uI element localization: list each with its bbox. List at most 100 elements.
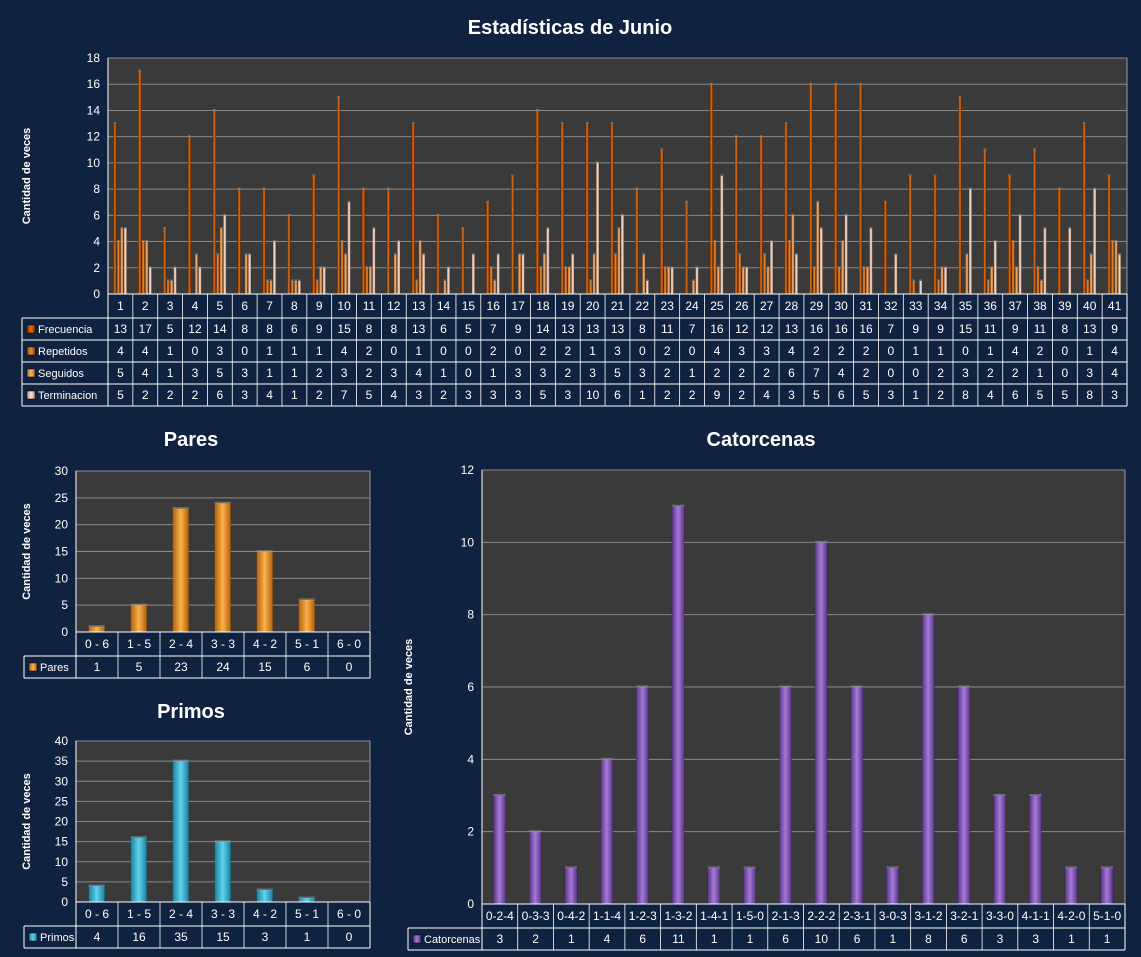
junio-bar-highlight xyxy=(116,240,120,243)
pares-bar-highlight xyxy=(214,501,231,504)
junio-data-label: 7 xyxy=(341,388,348,402)
junio-bar xyxy=(642,254,646,295)
junio-x-tick-label: 29 xyxy=(810,299,824,313)
junio-data-label: 1 xyxy=(912,344,919,358)
junio-bar-highlight xyxy=(617,226,621,229)
junio-data-label: 3 xyxy=(788,388,795,402)
pares-y-tick-label: 0 xyxy=(61,625,68,639)
junio-data-label: 13 xyxy=(114,322,128,336)
junio-data-label: 6 xyxy=(291,322,298,336)
junio-data-label: 1 xyxy=(291,344,298,358)
junio-bar xyxy=(194,254,199,295)
junio-data-label: 4 xyxy=(838,366,845,380)
junio-data-label: 2 xyxy=(664,366,671,380)
pares-y-tick-label: 5 xyxy=(61,598,68,612)
junio-data-label: 5 xyxy=(117,388,124,402)
junio-bar-highlight xyxy=(940,266,944,269)
junio-bar-highlight xyxy=(347,200,351,203)
junio-data-label: 2 xyxy=(738,388,745,402)
pares-title: Pares xyxy=(164,429,219,451)
junio-bar-highlight xyxy=(269,279,273,282)
junio-bar-highlight xyxy=(120,226,124,229)
junio-bar xyxy=(1092,188,1097,295)
catorcenas-data-label: 2 xyxy=(532,932,539,946)
pares-data-label: 24 xyxy=(216,660,230,674)
catorcenas-bar xyxy=(957,686,971,905)
junio-bar xyxy=(521,254,525,295)
junio-x-tick-label: 19 xyxy=(561,299,575,313)
junio-bar xyxy=(734,136,738,295)
junio-bar xyxy=(738,254,742,295)
junio-bar xyxy=(1110,241,1115,295)
junio-bar-highlight xyxy=(173,266,177,269)
catorcenas-data-label: 4 xyxy=(604,932,611,946)
junio-bar xyxy=(1089,254,1093,295)
junio-bar-highlight xyxy=(660,148,664,151)
pares-legend-entry: Pares xyxy=(40,662,69,674)
junio-data-label: 0 xyxy=(465,344,472,358)
catorcenas-bar xyxy=(636,686,649,905)
junio-data-label: 2 xyxy=(838,344,845,358)
junio-y-tick-label: 10 xyxy=(87,156,101,170)
junio-data-label: 5 xyxy=(614,366,621,380)
junio-data-label: 4 xyxy=(763,388,770,402)
catorcenas-bar-highlight xyxy=(993,794,1006,796)
junio-data-label: 0 xyxy=(440,344,447,358)
junio-data-label: 2 xyxy=(316,388,323,402)
junio-bar-highlight xyxy=(1011,240,1015,243)
junio-data-label: 4 xyxy=(117,344,124,358)
junio-bar-highlight xyxy=(741,266,745,269)
junio-bar-highlight xyxy=(560,122,564,125)
catorcenas-y-tick-label: 2 xyxy=(467,825,474,839)
junio-data-label: 6 xyxy=(216,388,223,402)
junio-bar xyxy=(223,215,227,295)
junio-data-label: 14 xyxy=(536,322,550,336)
junio-data-label: 5 xyxy=(540,388,547,402)
junio-bar-highlight xyxy=(340,240,344,243)
catorcenas-title: Catorcenas xyxy=(707,429,816,451)
primos-y-tick-label: 0 xyxy=(61,895,68,909)
catorcenas-x-tick-label: 2-2-2 xyxy=(807,909,835,923)
junio-bar xyxy=(272,241,277,295)
catorcenas-bar xyxy=(779,686,792,905)
junio-data-label: 8 xyxy=(1086,388,1093,402)
junio-bar-highlight xyxy=(521,253,525,256)
junio-data-label: 1 xyxy=(589,344,596,358)
junio-bar-highlight xyxy=(273,240,276,243)
junio-bar-highlight xyxy=(1114,240,1118,243)
junio-data-label: 2 xyxy=(1037,344,1044,358)
junio-bar xyxy=(585,123,589,295)
junio-x-tick-label: 28 xyxy=(785,299,799,313)
junio-bar xyxy=(1011,241,1015,295)
junio-legend-entry: Seguidos xyxy=(38,368,84,380)
junio-bar-highlight xyxy=(645,279,649,282)
catorcenas-bar xyxy=(493,795,506,905)
junio-bar xyxy=(968,188,973,295)
junio-data-label: 3 xyxy=(639,366,646,380)
catorcenas-x-tick-label: 0-2-4 xyxy=(486,909,514,923)
junio-bar xyxy=(564,267,568,295)
junio-data-label: 3 xyxy=(738,344,745,358)
junio-bar-highlight xyxy=(188,135,191,138)
pares-data-label: 23 xyxy=(174,660,188,674)
junio-bar-highlight xyxy=(1008,174,1012,177)
junio-bar-highlight xyxy=(993,240,997,243)
junio-bar-highlight xyxy=(461,226,465,229)
junio-bar xyxy=(347,202,351,295)
junio-x-tick-label: 32 xyxy=(884,299,898,313)
primos-bar-highlight xyxy=(214,840,231,843)
junio-bar-highlight xyxy=(592,253,596,256)
junio-bar xyxy=(386,188,390,295)
junio-bar xyxy=(418,241,422,295)
junio-x-tick-label: 21 xyxy=(611,299,625,313)
catorcenas-data-label: 6 xyxy=(854,932,861,946)
junio-bar xyxy=(983,149,987,295)
junio-data-label: 8 xyxy=(241,322,248,336)
primos-y-tick-label: 35 xyxy=(55,754,69,768)
primos-x-tick-label: 3 - 3 xyxy=(211,907,235,921)
junio-bar-highlight xyxy=(486,200,490,203)
junio-bar-highlight xyxy=(837,266,841,269)
junio-data-label: 2 xyxy=(1012,366,1019,380)
junio-data-label: 1 xyxy=(639,388,646,402)
